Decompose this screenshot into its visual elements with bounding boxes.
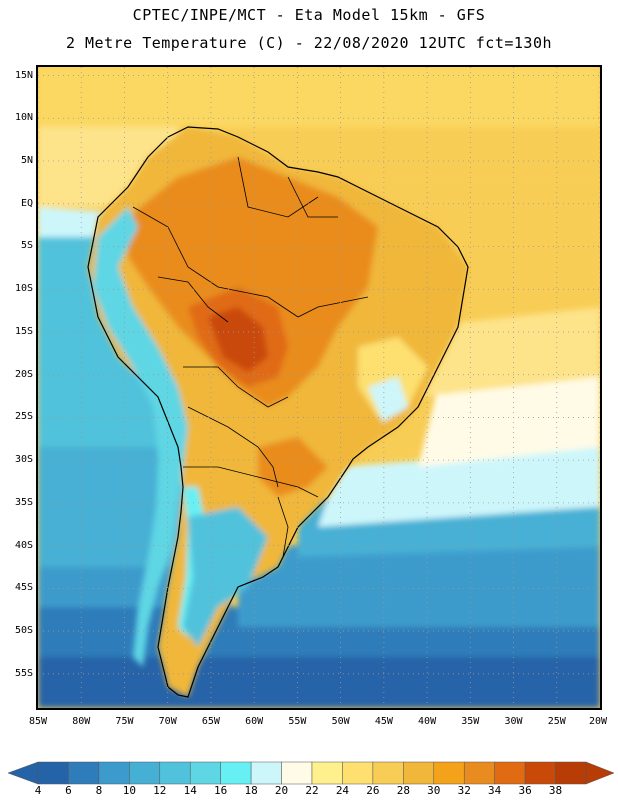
legend-level-label: 6 (65, 784, 72, 797)
legend-swatch (189, 761, 221, 785)
legend-swatch (463, 761, 495, 785)
legend-swatch (311, 761, 343, 785)
lat-label: 30S (14, 454, 33, 466)
map-title-line2: 2 Metre Temperature (C) - 22/08/2020 12U… (65, 34, 553, 52)
lat-label: 20S (14, 368, 33, 380)
lat-label: 10N (14, 112, 33, 124)
legend-swatch (159, 761, 191, 785)
legend-swatch (129, 761, 161, 785)
lat-label: 50S (14, 625, 33, 637)
legend-swatch (555, 761, 587, 785)
legend-swatch (98, 761, 130, 785)
legend-swatch (68, 761, 100, 785)
legend-level-label: 38 (548, 784, 563, 797)
legend-level-label: 14 (183, 784, 197, 797)
lat-lon-grid (38, 67, 600, 708)
temperature-map (36, 65, 602, 710)
legend-swatch (342, 761, 374, 785)
legend-level-label: 10 (122, 784, 136, 797)
legend-swatch (494, 761, 526, 785)
lon-label: 40W (418, 716, 437, 727)
legend-level-label: 18 (244, 784, 258, 797)
legend-swatch (403, 761, 435, 785)
legend-level-label: 28 (396, 784, 410, 797)
continent-outline (87, 126, 469, 698)
lon-label: 60W (245, 716, 264, 727)
lat-label: 40S (14, 539, 33, 551)
lat-label: 15N (14, 69, 33, 81)
lat-label: EQ (20, 197, 33, 209)
lon-label: 20W (588, 716, 608, 727)
lon-label: 25W (547, 716, 566, 727)
legend-swatch (250, 761, 282, 785)
lon-label: 45W (374, 716, 393, 727)
legend-level-label: 8 (95, 784, 103, 797)
lon-label: 50W (331, 716, 350, 727)
map-title-line1: CPTEC/INPE/MCT - Eta Model 15km - GFS (132, 6, 486, 24)
legend-level-label: 4 (34, 784, 42, 797)
legend-arrow-low (7, 761, 39, 785)
lat-label: 15S (14, 325, 33, 337)
legend-swatch (433, 761, 465, 785)
map-canvas (38, 67, 600, 708)
lon-label: 55W (288, 716, 307, 727)
legend-level-label: 36 (518, 784, 532, 797)
temperature-field (38, 67, 600, 708)
legend-level-label: 22 (305, 784, 319, 797)
lon-label: 30W (504, 716, 523, 727)
lon-label: 80W (72, 716, 91, 727)
legend-level-label: 12 (153, 784, 167, 797)
country-borders (132, 156, 369, 558)
lon-label: 75W (115, 716, 134, 727)
lat-label: 25S (14, 411, 33, 423)
land-temperature (88, 127, 468, 697)
legend-swatch (372, 761, 404, 785)
legend-arrow-high (585, 761, 615, 785)
lat-label: 45S (14, 582, 33, 594)
lat-label: 5S (20, 240, 33, 252)
lon-label: 65W (201, 716, 220, 727)
legend-level-label: 34 (488, 784, 502, 797)
legend-level-label: 20 (274, 784, 289, 797)
legend-swatch (524, 761, 556, 785)
lon-label: 70W (158, 716, 177, 727)
legend-level-label: 26 (366, 784, 380, 797)
legend-swatch (281, 761, 313, 785)
color-legend (7, 761, 615, 785)
lat-label: 35S (14, 496, 33, 508)
legend-level-label: 32 (457, 784, 471, 797)
legend-level-label: 30 (427, 784, 441, 797)
lon-label: 35W (461, 716, 480, 727)
legend-level-label: 24 (335, 784, 350, 797)
lat-label: 10S (14, 283, 33, 295)
legend-swatch (220, 761, 252, 785)
lat-label: 5N (20, 155, 33, 166)
legend-level-label: 16 (214, 784, 228, 797)
lon-label: 85W (28, 716, 48, 727)
lat-label: 55S (14, 667, 33, 679)
legend-swatch (37, 761, 69, 785)
